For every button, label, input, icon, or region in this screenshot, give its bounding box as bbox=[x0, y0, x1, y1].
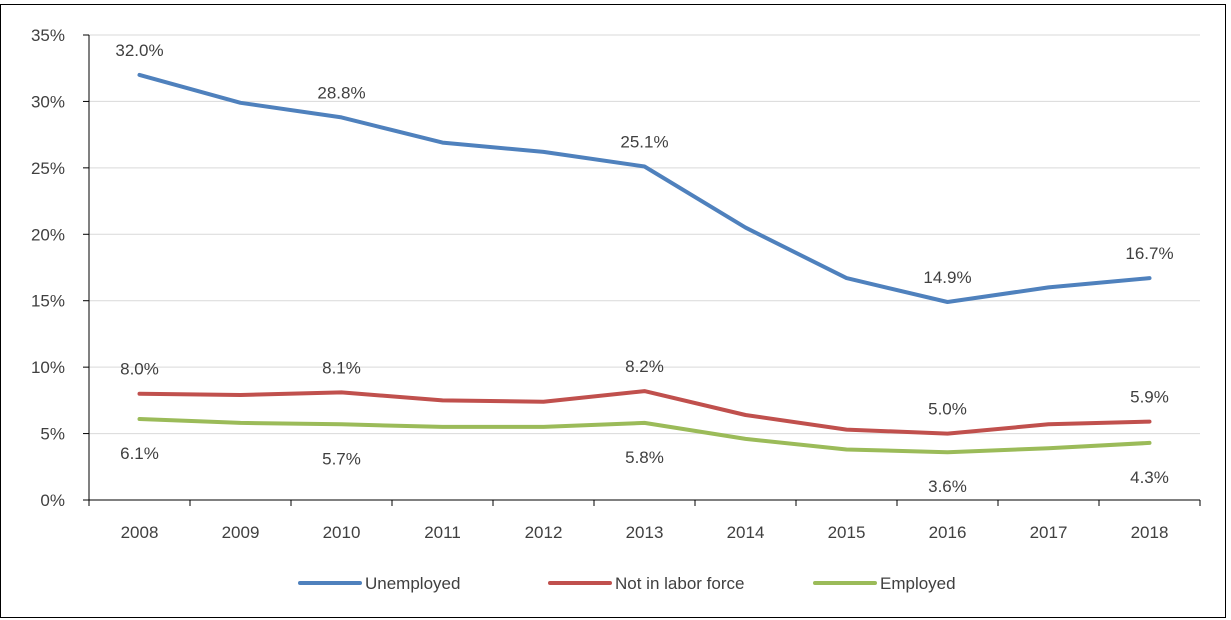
x-tick-label: 2012 bbox=[525, 523, 563, 542]
series-lines bbox=[137, 72, 1152, 455]
x-tick-labels: 2008 2009 2010 2011 2012 2013 2014 2015 2016 2017… bbox=[121, 523, 1169, 542]
y-tick-label: 35% bbox=[31, 26, 65, 45]
data-label: 5.9% bbox=[1130, 388, 1169, 407]
legend-label: Employed bbox=[880, 574, 956, 593]
data-label: 14.9% bbox=[923, 268, 971, 287]
x-tick-label: 2010 bbox=[323, 523, 361, 542]
data-label: 8.0% bbox=[120, 360, 159, 379]
legend-label: Not in labor force bbox=[615, 574, 744, 593]
y-tick-label: 5% bbox=[40, 425, 65, 444]
legend-label: Unemployed bbox=[365, 574, 460, 593]
data-label: 8.2% bbox=[625, 357, 664, 376]
y-tick-labels: 0% 5% 10% 15% 20% 25% 30% 35% bbox=[31, 26, 65, 510]
data-label: 16.7% bbox=[1125, 244, 1173, 263]
series-line-employed bbox=[137, 417, 1152, 455]
x-tick-label: 2014 bbox=[727, 523, 765, 542]
x-tick-label: 2018 bbox=[1131, 523, 1169, 542]
x-tick-label: 2011 bbox=[424, 523, 461, 542]
x-tick-label: 2017 bbox=[1030, 523, 1068, 542]
y-tick-label: 10% bbox=[31, 358, 65, 377]
data-label: 6.1% bbox=[120, 444, 159, 463]
y-tick-label: 0% bbox=[40, 491, 65, 510]
chart-frame bbox=[0, 4, 1226, 618]
data-labels: 32.0% 28.8% 25.1% 14.9% 16.7% 8.0% 8.1% 8.2% 5.0… bbox=[115, 41, 1173, 496]
data-label: 4.3% bbox=[1130, 468, 1169, 487]
x-tick-label: 2009 bbox=[222, 523, 260, 542]
data-label: 5.8% bbox=[625, 448, 664, 467]
x-tick-label: 2008 bbox=[121, 523, 159, 542]
data-label: 5.7% bbox=[322, 449, 361, 468]
x-tick-label: 2013 bbox=[626, 523, 664, 542]
data-label: 5.0% bbox=[928, 400, 967, 419]
data-label: 28.8% bbox=[317, 83, 365, 102]
x-tick-label: 2015 bbox=[828, 523, 866, 542]
y-tick-label: 20% bbox=[31, 225, 65, 244]
y-tick-label: 15% bbox=[31, 292, 65, 311]
series-line-not-in-labor-force bbox=[137, 389, 1152, 436]
x-tick-label: 2016 bbox=[929, 523, 967, 542]
data-label: 25.1% bbox=[620, 133, 668, 152]
axes bbox=[83, 34, 1201, 506]
y-tick-label: 30% bbox=[31, 92, 65, 111]
data-label: 32.0% bbox=[115, 41, 163, 60]
data-label: 3.6% bbox=[928, 477, 967, 496]
y-tick-label: 25% bbox=[31, 159, 65, 178]
series-line-unemployed bbox=[137, 72, 1152, 304]
legend: Unemployed Not in labor force Employed bbox=[298, 574, 956, 593]
data-label: 8.1% bbox=[322, 358, 361, 377]
